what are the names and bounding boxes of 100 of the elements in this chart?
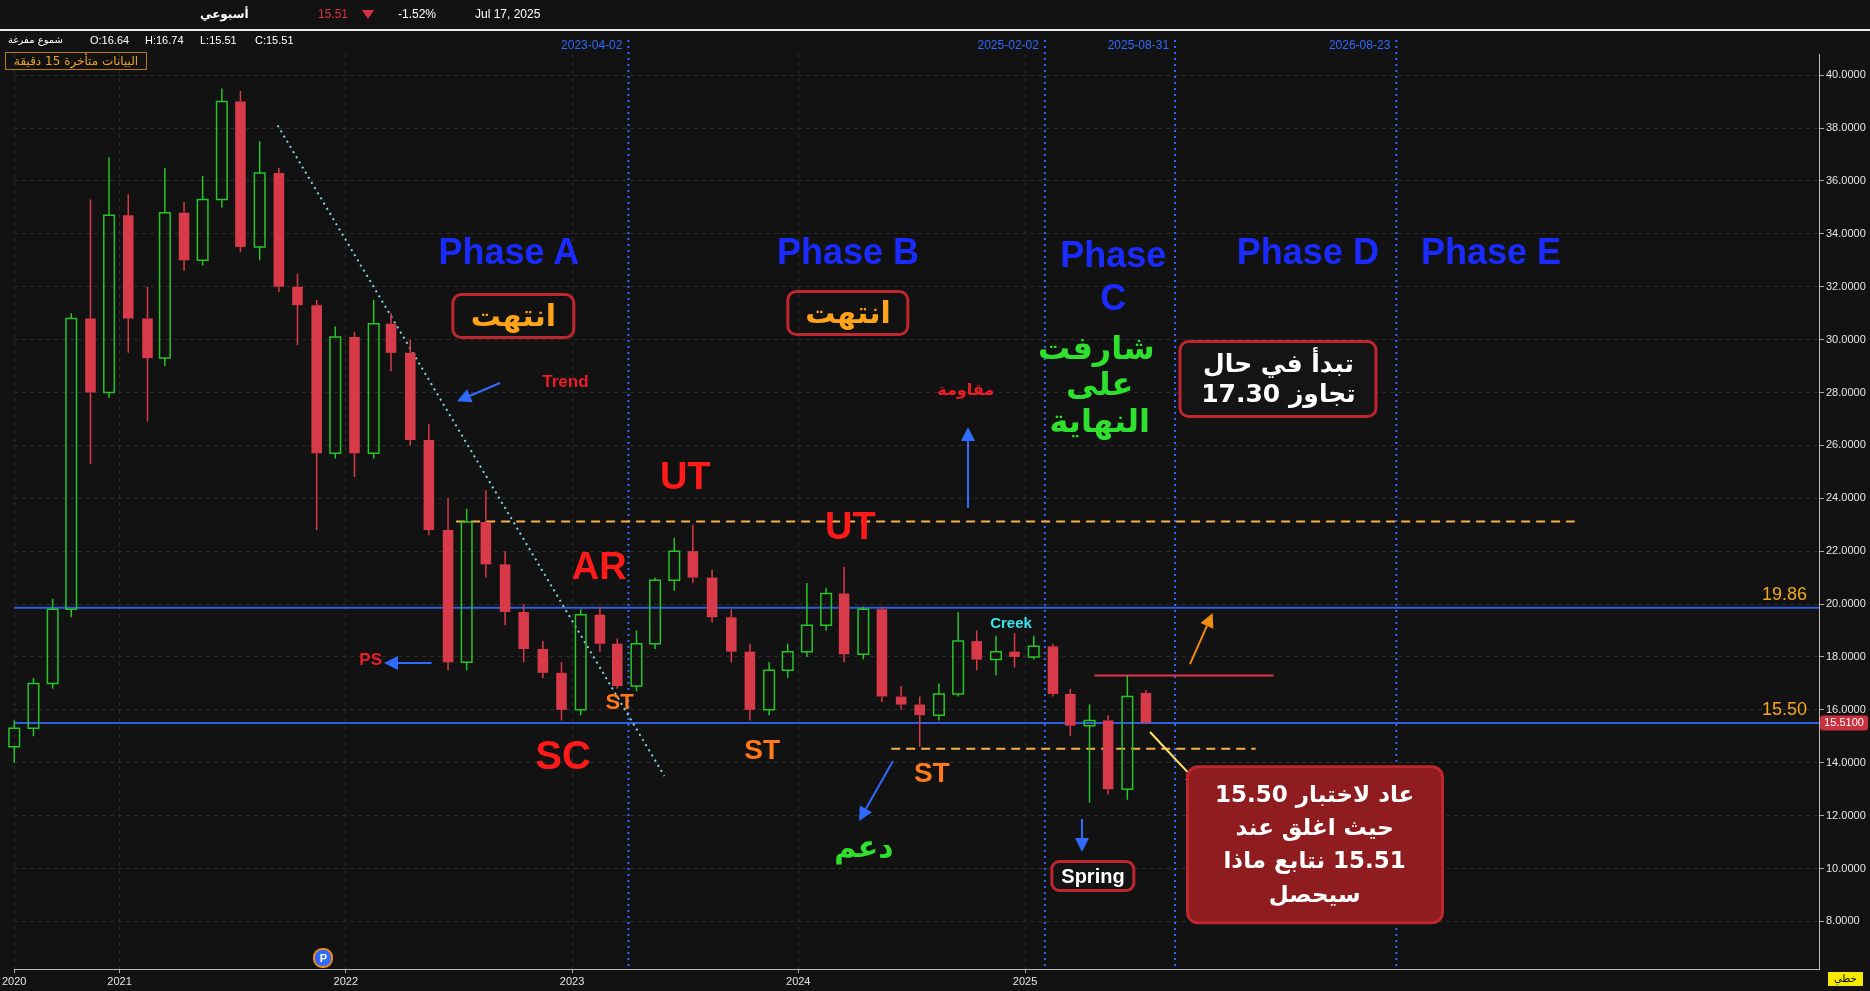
y-tick-label: 8.0000 <box>1826 914 1860 927</box>
ref-line-label: 2026-08-23 <box>1328 38 1391 53</box>
annotation: تبدأ في حال تجاوز 17.30 <box>1178 340 1378 419</box>
candlestick <box>763 661 776 716</box>
annotation: Phase E <box>1421 230 1562 274</box>
annotation: P <box>319 951 327 964</box>
candlestick <box>971 629 983 671</box>
candlestick <box>800 582 813 658</box>
text: أسبوعي <box>200 7 249 22</box>
candlestick <box>1083 703 1096 804</box>
annotation: PS <box>359 649 383 670</box>
candlestick <box>838 566 850 663</box>
candlestick <box>687 523 699 584</box>
annotation: Phase C <box>1059 232 1168 320</box>
annotation: Trend <box>542 371 589 393</box>
y-tick-label: 16.0000 <box>1826 702 1866 715</box>
candlestick <box>367 299 380 460</box>
y-tick-label: 22.0000 <box>1826 544 1866 557</box>
annotation: البيانات متأخرة 15 دقيقة <box>5 52 148 71</box>
y-tick-label: 36.0000 <box>1826 173 1866 186</box>
candlestick <box>537 640 549 679</box>
y-tick-label: 12.0000 <box>1826 808 1866 821</box>
x-tick-label: 2021 <box>107 974 132 987</box>
y-tick-label: 34.0000 <box>1826 226 1866 239</box>
x-tick-label: 2025 <box>1012 974 1038 987</box>
y-tick-label: 10.0000 <box>1826 861 1866 874</box>
annotation: Phase D <box>1236 230 1379 274</box>
annotation: Phase A <box>438 230 580 274</box>
annotation: دعم <box>834 829 894 866</box>
candlestick <box>8 719 21 764</box>
candlestick <box>85 198 96 465</box>
text: C:15.51 <box>255 34 294 48</box>
ref-line-label: 2023-04-02 <box>561 38 623 53</box>
ref-line-label: 2025-02-02 <box>977 38 1040 53</box>
annotation: Phase B <box>776 230 920 274</box>
y-tick-label: 32.0000 <box>1826 279 1866 292</box>
candlestick <box>1121 674 1134 801</box>
annotation: مقاومة <box>937 380 995 400</box>
annotation: انتهت <box>786 290 910 337</box>
candlestick <box>914 695 925 748</box>
y-tick-label: 40.0000 <box>1826 68 1866 81</box>
candlestick <box>1102 714 1114 796</box>
candlestick <box>649 576 662 650</box>
candlestick <box>668 537 681 592</box>
candlestick <box>385 312 397 373</box>
candlestick <box>122 193 134 354</box>
candlestick <box>480 489 492 579</box>
y-tick-label: 30.0000 <box>1826 332 1866 345</box>
candlestick <box>1027 635 1040 661</box>
ref-line-label: 19.86 <box>1761 583 1807 604</box>
candlestick <box>253 140 266 262</box>
text: خطي <box>1828 972 1863 986</box>
candlestick <box>460 508 473 671</box>
x-tick-label: 2022 <box>333 974 359 987</box>
candlestick <box>178 201 190 272</box>
candlestick <box>1047 642 1059 698</box>
candlestick <box>349 330 360 478</box>
candlestick <box>311 299 322 531</box>
annotation: UT <box>659 454 711 500</box>
candlestick <box>895 685 907 711</box>
y-tick-label: 20.0000 <box>1826 597 1866 610</box>
candlestick <box>630 629 643 693</box>
candlestick <box>215 87 228 209</box>
annotation: Creek <box>990 613 1032 632</box>
candlestick <box>989 635 1002 677</box>
x-tick-label: 2020 <box>1 974 27 987</box>
annotation: ST <box>605 688 634 716</box>
text: O:16.64 <box>90 34 130 48</box>
candlestick <box>594 605 606 653</box>
candlestick <box>932 682 945 722</box>
y-tick-label: 24.0000 <box>1826 491 1866 504</box>
annotation: شارفت على النهاية <box>1038 328 1155 440</box>
annotation: UT <box>824 504 876 550</box>
x-tick-label: 2024 <box>786 974 811 987</box>
annotation: AR <box>571 544 627 590</box>
candlestick <box>1140 689 1152 723</box>
text: 15.5100 <box>1820 715 1868 731</box>
candlestick <box>196 174 209 267</box>
text: Jul 17, 2025 <box>475 7 541 22</box>
candlestick <box>158 166 171 367</box>
candlestick <box>404 338 416 447</box>
text: H:16.74 <box>145 34 184 48</box>
candlestick <box>820 587 833 632</box>
candlestick <box>556 661 567 722</box>
y-tick-label: 14.0000 <box>1826 755 1866 768</box>
annotation: ST <box>744 732 781 767</box>
annotation: ST <box>913 756 950 791</box>
annotation: عاد لاختبار 15.50 حيث اغلق عند 15.51 نتابع ماذا سيحصل <box>1185 765 1444 925</box>
candlestick <box>103 156 116 399</box>
y-tick-label: 38.0000 <box>1826 121 1866 134</box>
y-tick-label: 28.0000 <box>1826 385 1866 398</box>
candlestick <box>499 550 511 626</box>
candlestick <box>423 423 435 537</box>
candlestick <box>952 611 965 698</box>
annotation: Spring <box>1050 860 1136 893</box>
x-tick-label: 2023 <box>559 974 585 987</box>
candlestick <box>518 603 529 663</box>
candlestick <box>142 285 153 423</box>
annotation: SC <box>535 731 591 779</box>
candlestick <box>726 608 737 663</box>
